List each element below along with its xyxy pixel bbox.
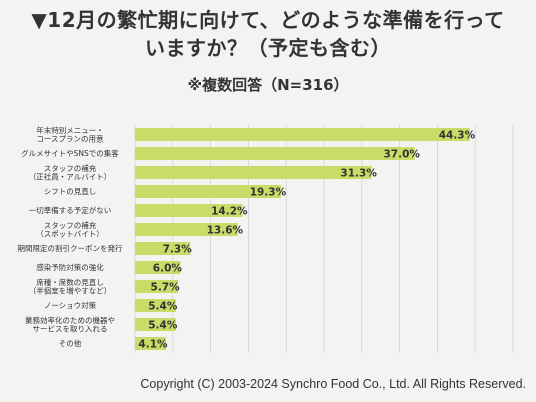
bar-value-label: 44.3%: [439, 130, 476, 142]
bar-value-label: 37.0%: [384, 149, 421, 161]
bar-value-label: 13.6%: [207, 225, 244, 237]
bar: [135, 261, 181, 274]
bar-value-label: 5.4%: [148, 320, 178, 332]
bar: [135, 204, 243, 217]
bar: [135, 128, 470, 141]
chart-title-line2: いますか？（予定も含む）: [145, 36, 391, 60]
bar-value-label: 5.7%: [151, 282, 181, 294]
category-label: 席種・席数の見直し（半個室を増やすなど）: [29, 277, 112, 296]
category-label: 感染予防対策の強化: [36, 262, 104, 272]
bar-value-label: 7.3%: [163, 244, 193, 256]
chart-subtitle: ※複数回答（N=316）: [187, 76, 349, 94]
category-label: グルメサイトやSNSでの集客: [21, 148, 119, 158]
chart-title-line1: ▼12月の繁忙期に向けて、どのような準備を行って: [31, 8, 505, 32]
bar: [135, 299, 176, 312]
bar-value-label: 5.4%: [148, 301, 178, 313]
chart-title: ▼12月の繁忙期に向けて、どのような準備を行って いますか？（予定も含む）: [0, 6, 536, 62]
bar-value-label: 14.2%: [211, 206, 248, 218]
copyright-notice: Copyright (C) 2003-2024 Synchro Food Co.…: [140, 377, 526, 391]
bar-value-label: 4.1%: [138, 339, 168, 351]
bar: [135, 223, 238, 236]
category-label: 一切準備する予定がない: [29, 205, 112, 215]
bar: [135, 280, 179, 293]
category-label: スタッフの補充（正社員・アルバイト）: [29, 163, 111, 182]
bar: [135, 337, 166, 350]
bar-value-label: 19.3%: [250, 187, 287, 199]
bar-value-label: 31.3%: [340, 168, 377, 180]
bar: [135, 185, 281, 198]
bar-value-label: 6.0%: [153, 263, 183, 275]
category-label: 業務効率化のための機器やサービスを取り入れる: [25, 315, 115, 334]
category-label: スタッフの補充（スポットバイト）: [36, 220, 104, 239]
category-label: 期間限定の割引クーポンを発行: [18, 243, 123, 253]
category-label: シフトの見直し: [44, 186, 97, 196]
bar: [135, 242, 191, 255]
category-label: 年末特別メニュー・コースプランの用意: [36, 125, 104, 144]
category-label: その他: [59, 338, 82, 348]
category-label: ノーショウ対策: [44, 300, 97, 310]
bar: [135, 318, 176, 331]
bar: [135, 166, 372, 179]
bar: [135, 147, 415, 160]
